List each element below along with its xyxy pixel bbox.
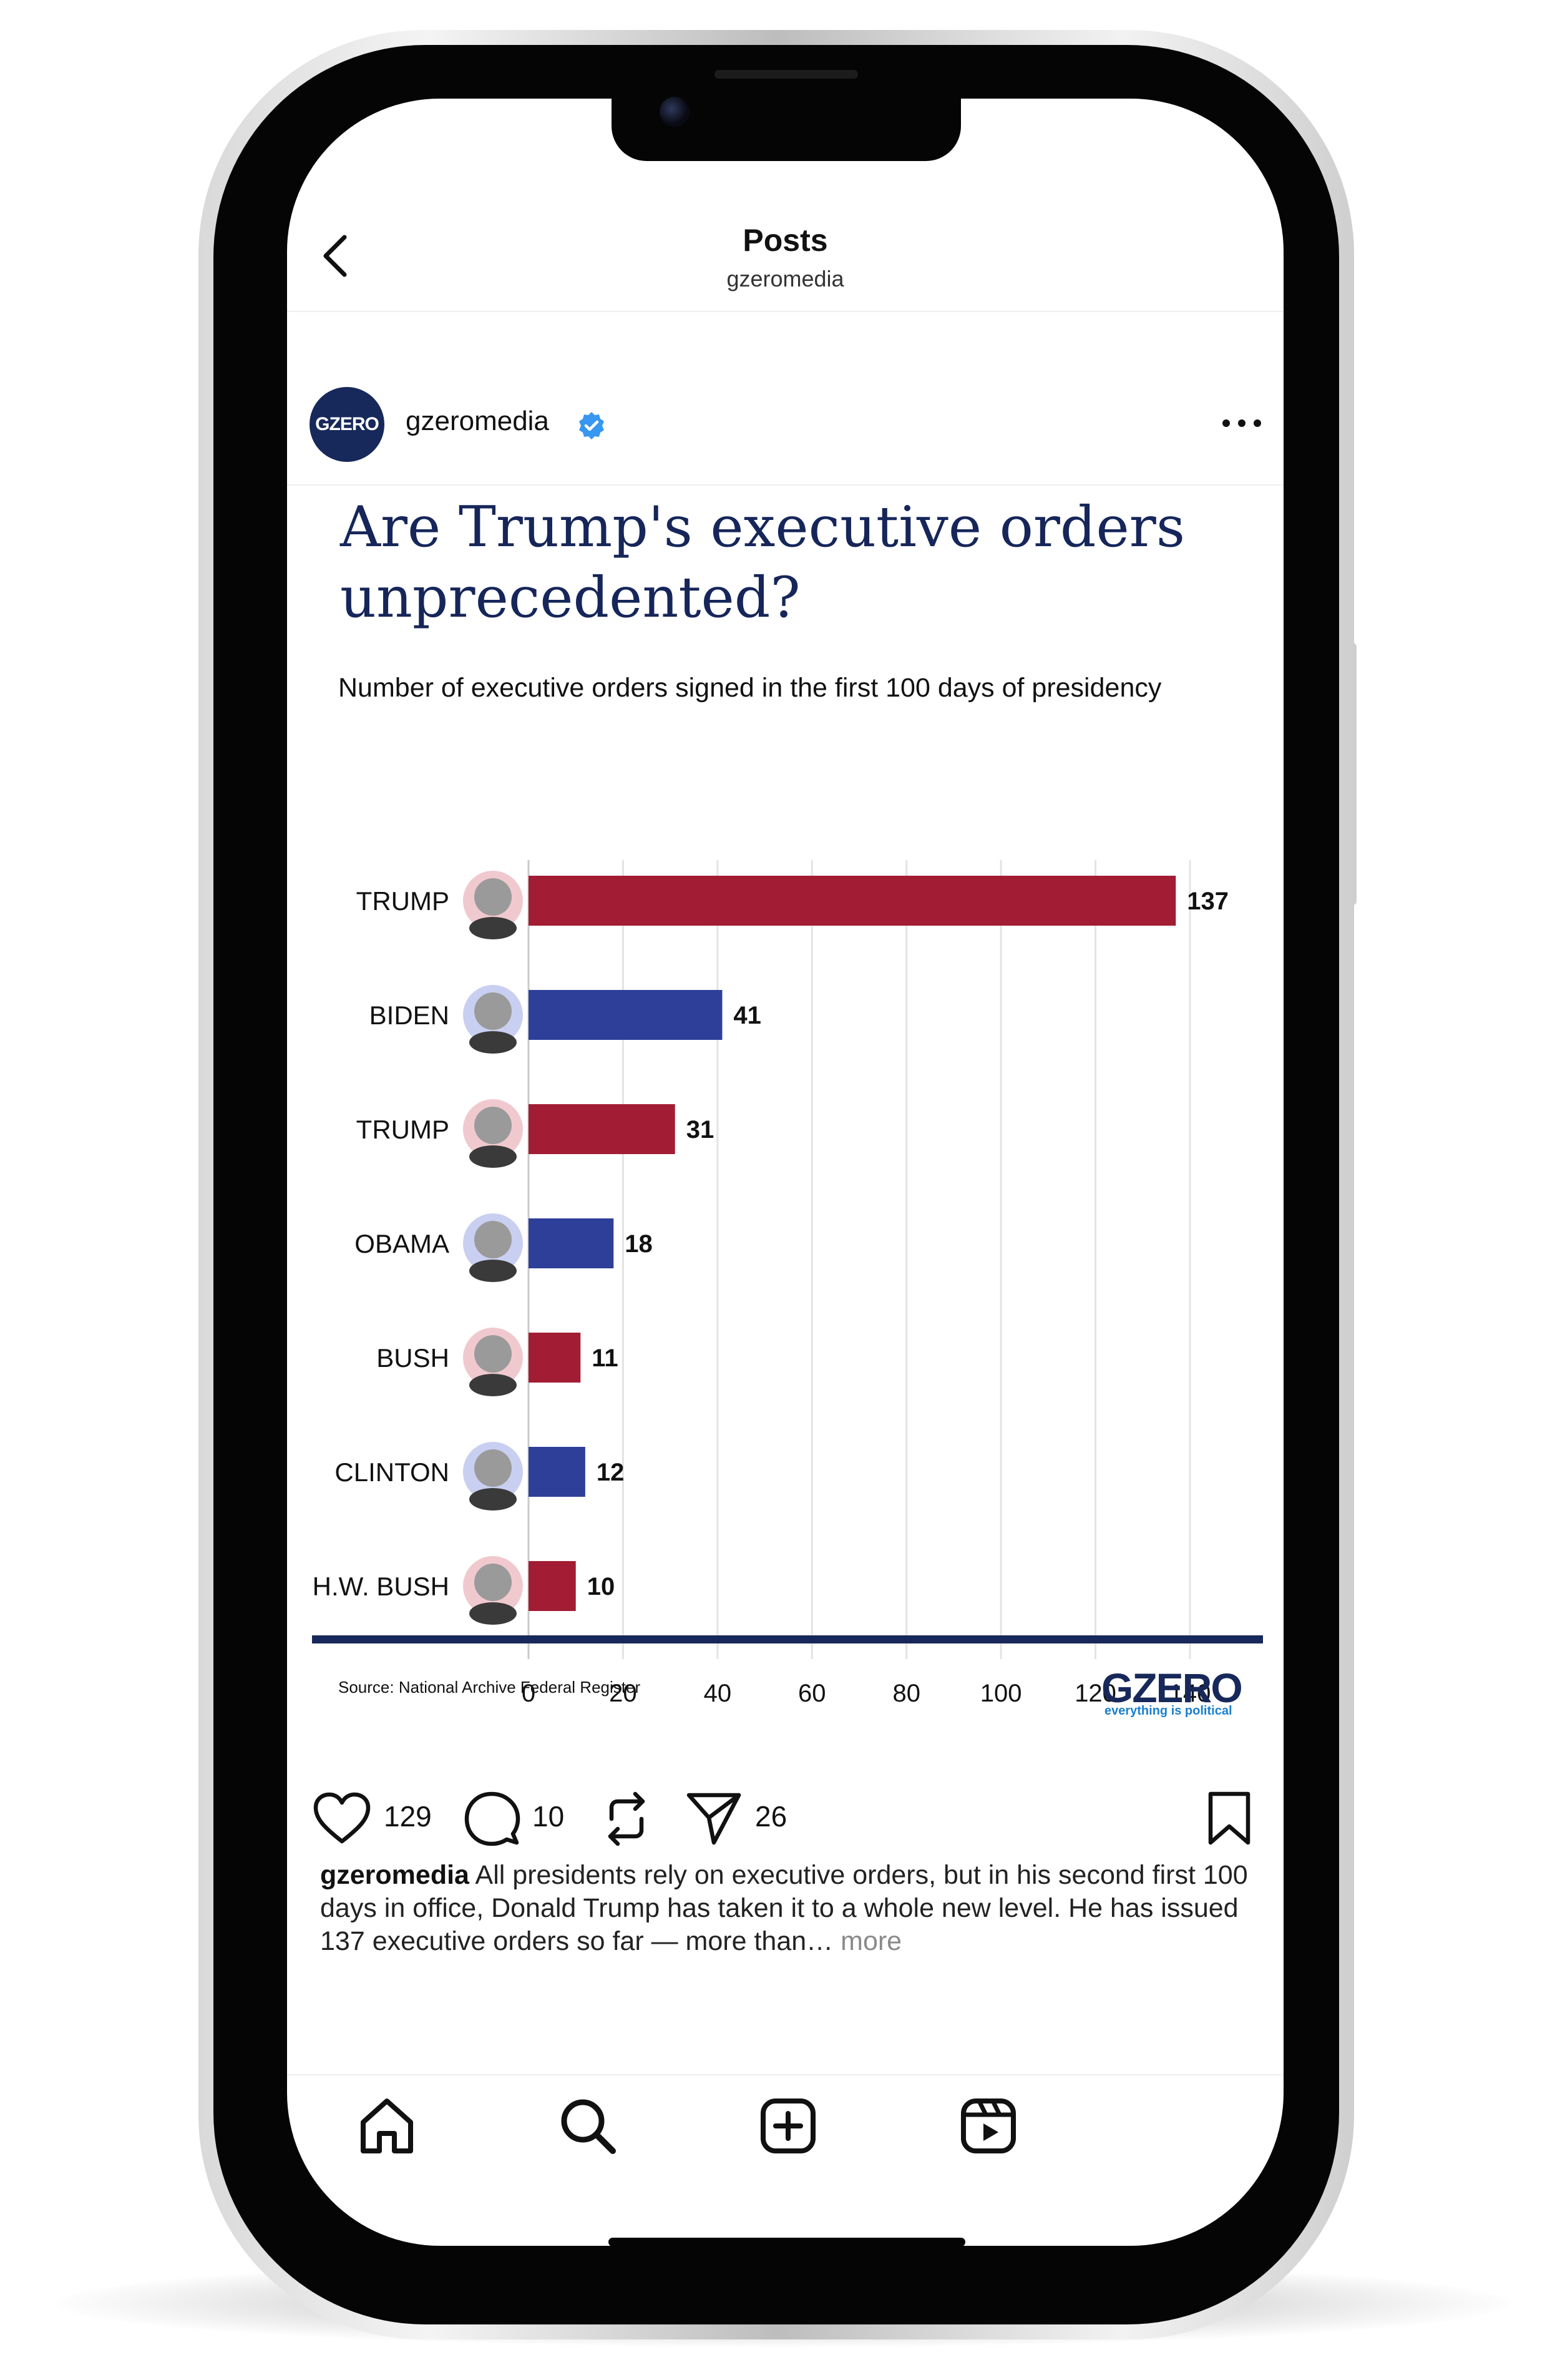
data-label: 18 <box>625 1230 652 1258</box>
post-title-line-2: unprecedented? <box>340 565 801 630</box>
bar <box>529 1218 614 1268</box>
portrait-face <box>474 878 512 916</box>
brand-logo: GZERO <box>1101 1665 1243 1711</box>
bookmark-icon[interactable] <box>1204 1790 1254 1848</box>
bottom-nav-divider <box>287 2074 1284 2075</box>
data-label: 11 <box>592 1344 618 1372</box>
portrait-face <box>474 1221 512 1258</box>
x-tick-label: 0 <box>522 1680 535 1707</box>
category-label: OBAMA <box>354 1229 449 1258</box>
data-label: 137 <box>1187 888 1229 915</box>
portrait-face <box>474 1107 512 1144</box>
bar <box>529 990 723 1040</box>
x-tick-label: 100 <box>980 1680 1022 1707</box>
repost-icon[interactable] <box>599 1789 654 1849</box>
x-tick-label: 140 <box>1169 1680 1211 1707</box>
heart-icon[interactable] <box>312 1791 372 1846</box>
data-label: 41 <box>733 1002 761 1029</box>
portrait-shoulders <box>469 1602 517 1625</box>
page-title: Posts <box>743 223 828 258</box>
post-header-divider <box>287 484 1284 486</box>
bar <box>529 1447 585 1497</box>
x-tick-label: 60 <box>798 1680 826 1707</box>
caption-text: All presidents rely on executive orders,… <box>320 1860 1248 1956</box>
category-label: BIDEN <box>369 1001 449 1030</box>
screen: Posts gzeromedia GZERO gzeromedia Are Tr… <box>287 99 1284 2246</box>
page-subtitle: gzeromedia <box>726 266 844 291</box>
data-label: 12 <box>597 1459 625 1486</box>
home-icon[interactable] <box>356 2095 418 2157</box>
bar <box>529 1333 581 1383</box>
post-title-line-1: Are Trump's executive orders <box>340 494 1185 560</box>
data-label: 10 <box>587 1573 615 1600</box>
home-indicator <box>608 2238 965 2246</box>
header-divider <box>287 311 1284 312</box>
category-label: CLINTON <box>334 1457 449 1487</box>
portrait-face <box>474 1449 512 1487</box>
portrait-shoulders <box>469 1260 517 1282</box>
post-image-title: Are Trump's executive orders unprecedent… <box>340 492 1245 633</box>
category-label: TRUMP <box>356 886 449 916</box>
reels-icon[interactable] <box>957 2095 1020 2157</box>
portrait-shoulders <box>469 1374 517 1396</box>
post-caption: gzeromedia All presidents rely on execut… <box>320 1859 1262 1958</box>
caption-more-link[interactable]: more <box>841 1926 902 1956</box>
more-options-icon[interactable] <box>1217 411 1267 436</box>
create-icon[interactable] <box>757 2095 819 2157</box>
speaker-grille <box>714 70 858 79</box>
x-tick-label: 20 <box>609 1680 637 1707</box>
comment-icon[interactable] <box>463 1790 520 1848</box>
category-label: TRUMP <box>356 1115 449 1144</box>
back-icon[interactable] <box>313 231 363 281</box>
category-label: BUSH <box>376 1343 449 1373</box>
portrait-shoulders <box>469 1031 517 1054</box>
search-icon[interactable] <box>557 2095 619 2157</box>
portrait-face <box>474 1564 512 1601</box>
portrait-shoulders <box>469 1488 517 1511</box>
x-tick-label: 120 <box>1075 1680 1116 1707</box>
category-label: H.W. BUSH <box>313 1572 449 1601</box>
avatar[interactable]: GZERO <box>310 387 384 462</box>
post-username[interactable]: gzeromedia <box>406 406 549 436</box>
portrait-shoulders <box>469 1145 517 1168</box>
x-tick-label: 40 <box>704 1680 732 1707</box>
share-icon[interactable] <box>685 1790 743 1848</box>
brand-tagline: everything is political <box>1104 1704 1232 1718</box>
portrait-face <box>474 992 512 1030</box>
chart-footer-rule <box>312 1635 1263 1643</box>
bar-chart: 0 20 40 60 80 100 120 140 137 TRUMP 41 BIDEN 31 TRUMP… <box>313 860 1229 1707</box>
like-count: 129 <box>384 1800 432 1833</box>
x-tick-label: 80 <box>892 1680 920 1707</box>
caption-username[interactable]: gzeromedia <box>320 1860 469 1890</box>
verified-icon <box>579 412 604 439</box>
bar <box>529 1561 576 1611</box>
front-camera <box>660 97 690 127</box>
data-label: 31 <box>686 1116 714 1143</box>
bar <box>529 1104 675 1154</box>
chart-subtitle: Number of executive orders signed in the… <box>338 673 1162 703</box>
chart-source: Source: National Archive Federal Registe… <box>338 1678 641 1697</box>
share-count: 26 <box>755 1800 787 1833</box>
comment-count: 10 <box>532 1800 565 1833</box>
bar <box>529 876 1176 926</box>
portrait-shoulders <box>469 917 517 939</box>
portrait-face <box>474 1335 512 1373</box>
